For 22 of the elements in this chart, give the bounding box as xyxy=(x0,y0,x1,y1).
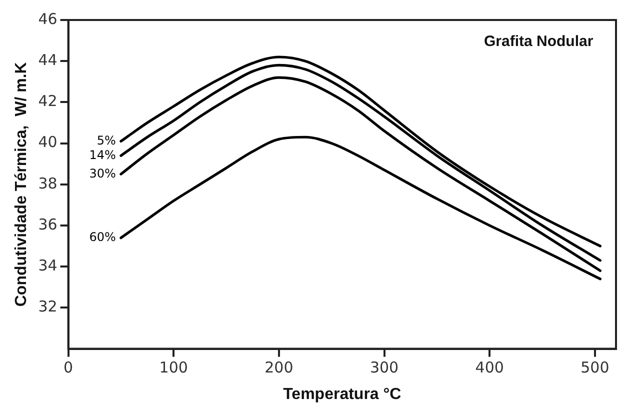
legend-title: Grafita Nodular xyxy=(484,33,594,50)
series-label: 30% xyxy=(89,166,116,180)
x-tick-label: 300 xyxy=(370,358,399,377)
x-tick-label: 500 xyxy=(580,358,610,377)
x-tick-label: 100 xyxy=(159,358,188,377)
y-axis-title: Condutividade Térmica, W/ m.K xyxy=(13,62,30,307)
series-label: 14% xyxy=(89,148,116,162)
y-tick-label: 32 xyxy=(38,298,58,316)
y-tick-label: 40 xyxy=(38,133,58,152)
x-tick-label: 200 xyxy=(264,358,294,377)
line-series xyxy=(120,136,602,280)
x-tick-label: 0 xyxy=(64,358,74,377)
y-tick-label: 42 xyxy=(38,92,58,110)
series-label: 60% xyxy=(89,230,116,244)
y-tick-label: 34 xyxy=(38,256,58,274)
series-label: 5% xyxy=(96,133,116,148)
y-tick-label: 44 xyxy=(38,50,58,69)
y-tick-label: 38 xyxy=(38,174,58,192)
x-tick-label: 400 xyxy=(475,358,504,377)
x-axis-title: Temperatura °C xyxy=(283,386,402,403)
y-tick-label: 36 xyxy=(38,215,58,234)
y-tick-label: 46 xyxy=(38,10,58,28)
